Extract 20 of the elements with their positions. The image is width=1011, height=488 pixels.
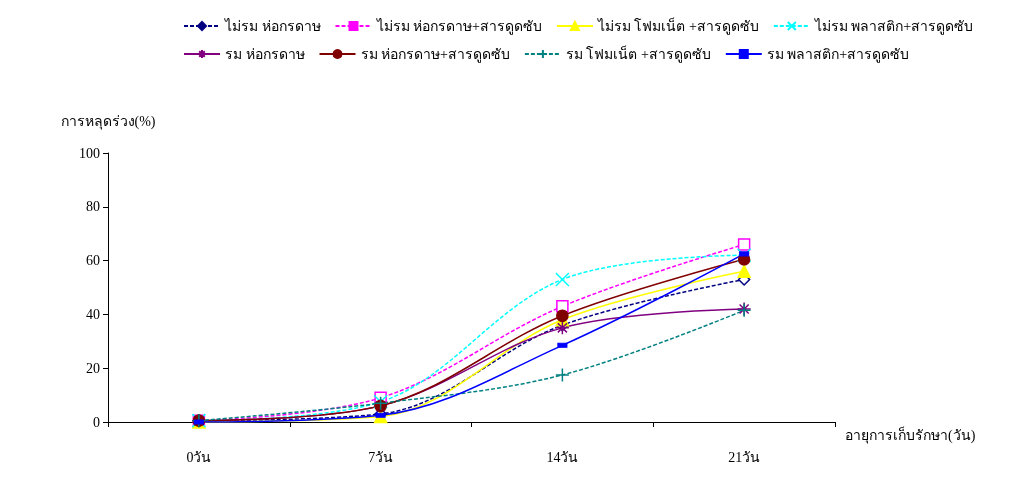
- legend-label: รม ห่อกรดาษ: [225, 46, 305, 62]
- legend-label: ไม่รม ห่อกรดาษ: [224, 17, 321, 34]
- legend-label: ไม่รม พลาสติก+สารดูดซับ: [813, 17, 974, 35]
- legend-label: รม พลาสติก+สารดูดซับ: [766, 46, 910, 63]
- y-tick-label: 40: [86, 306, 100, 322]
- legend-label: รม ห่อกรดาษ+สารดูดซับ: [360, 46, 510, 63]
- x-axis-title: อายุการเก็บรักษา(วัน): [845, 425, 976, 444]
- x-tick-label: 21วัน: [728, 449, 761, 465]
- legend-label: รม โฟมเน็ต +สารดูดซับ: [565, 44, 711, 63]
- legend-label: ไม่รม โฟมเน็ต +สารดูดซับ: [596, 16, 759, 35]
- x-tick-label: 14วัน: [546, 449, 579, 465]
- y-tick-label: 0: [93, 414, 100, 430]
- y-tick-label: 60: [86, 253, 100, 269]
- x-tick-label: 0วัน: [186, 449, 212, 465]
- y-tick-label: 20: [86, 360, 100, 376]
- y-axis-title: การหลุดร่วง(%): [60, 113, 156, 130]
- y-tick-label: 80: [86, 199, 100, 215]
- y-tick-label: 100: [79, 145, 100, 161]
- x-tick-label: 7วัน: [368, 449, 394, 465]
- legend-label: ไม่รม ห่อกรดาษ+สารดูดซับ: [375, 17, 542, 35]
